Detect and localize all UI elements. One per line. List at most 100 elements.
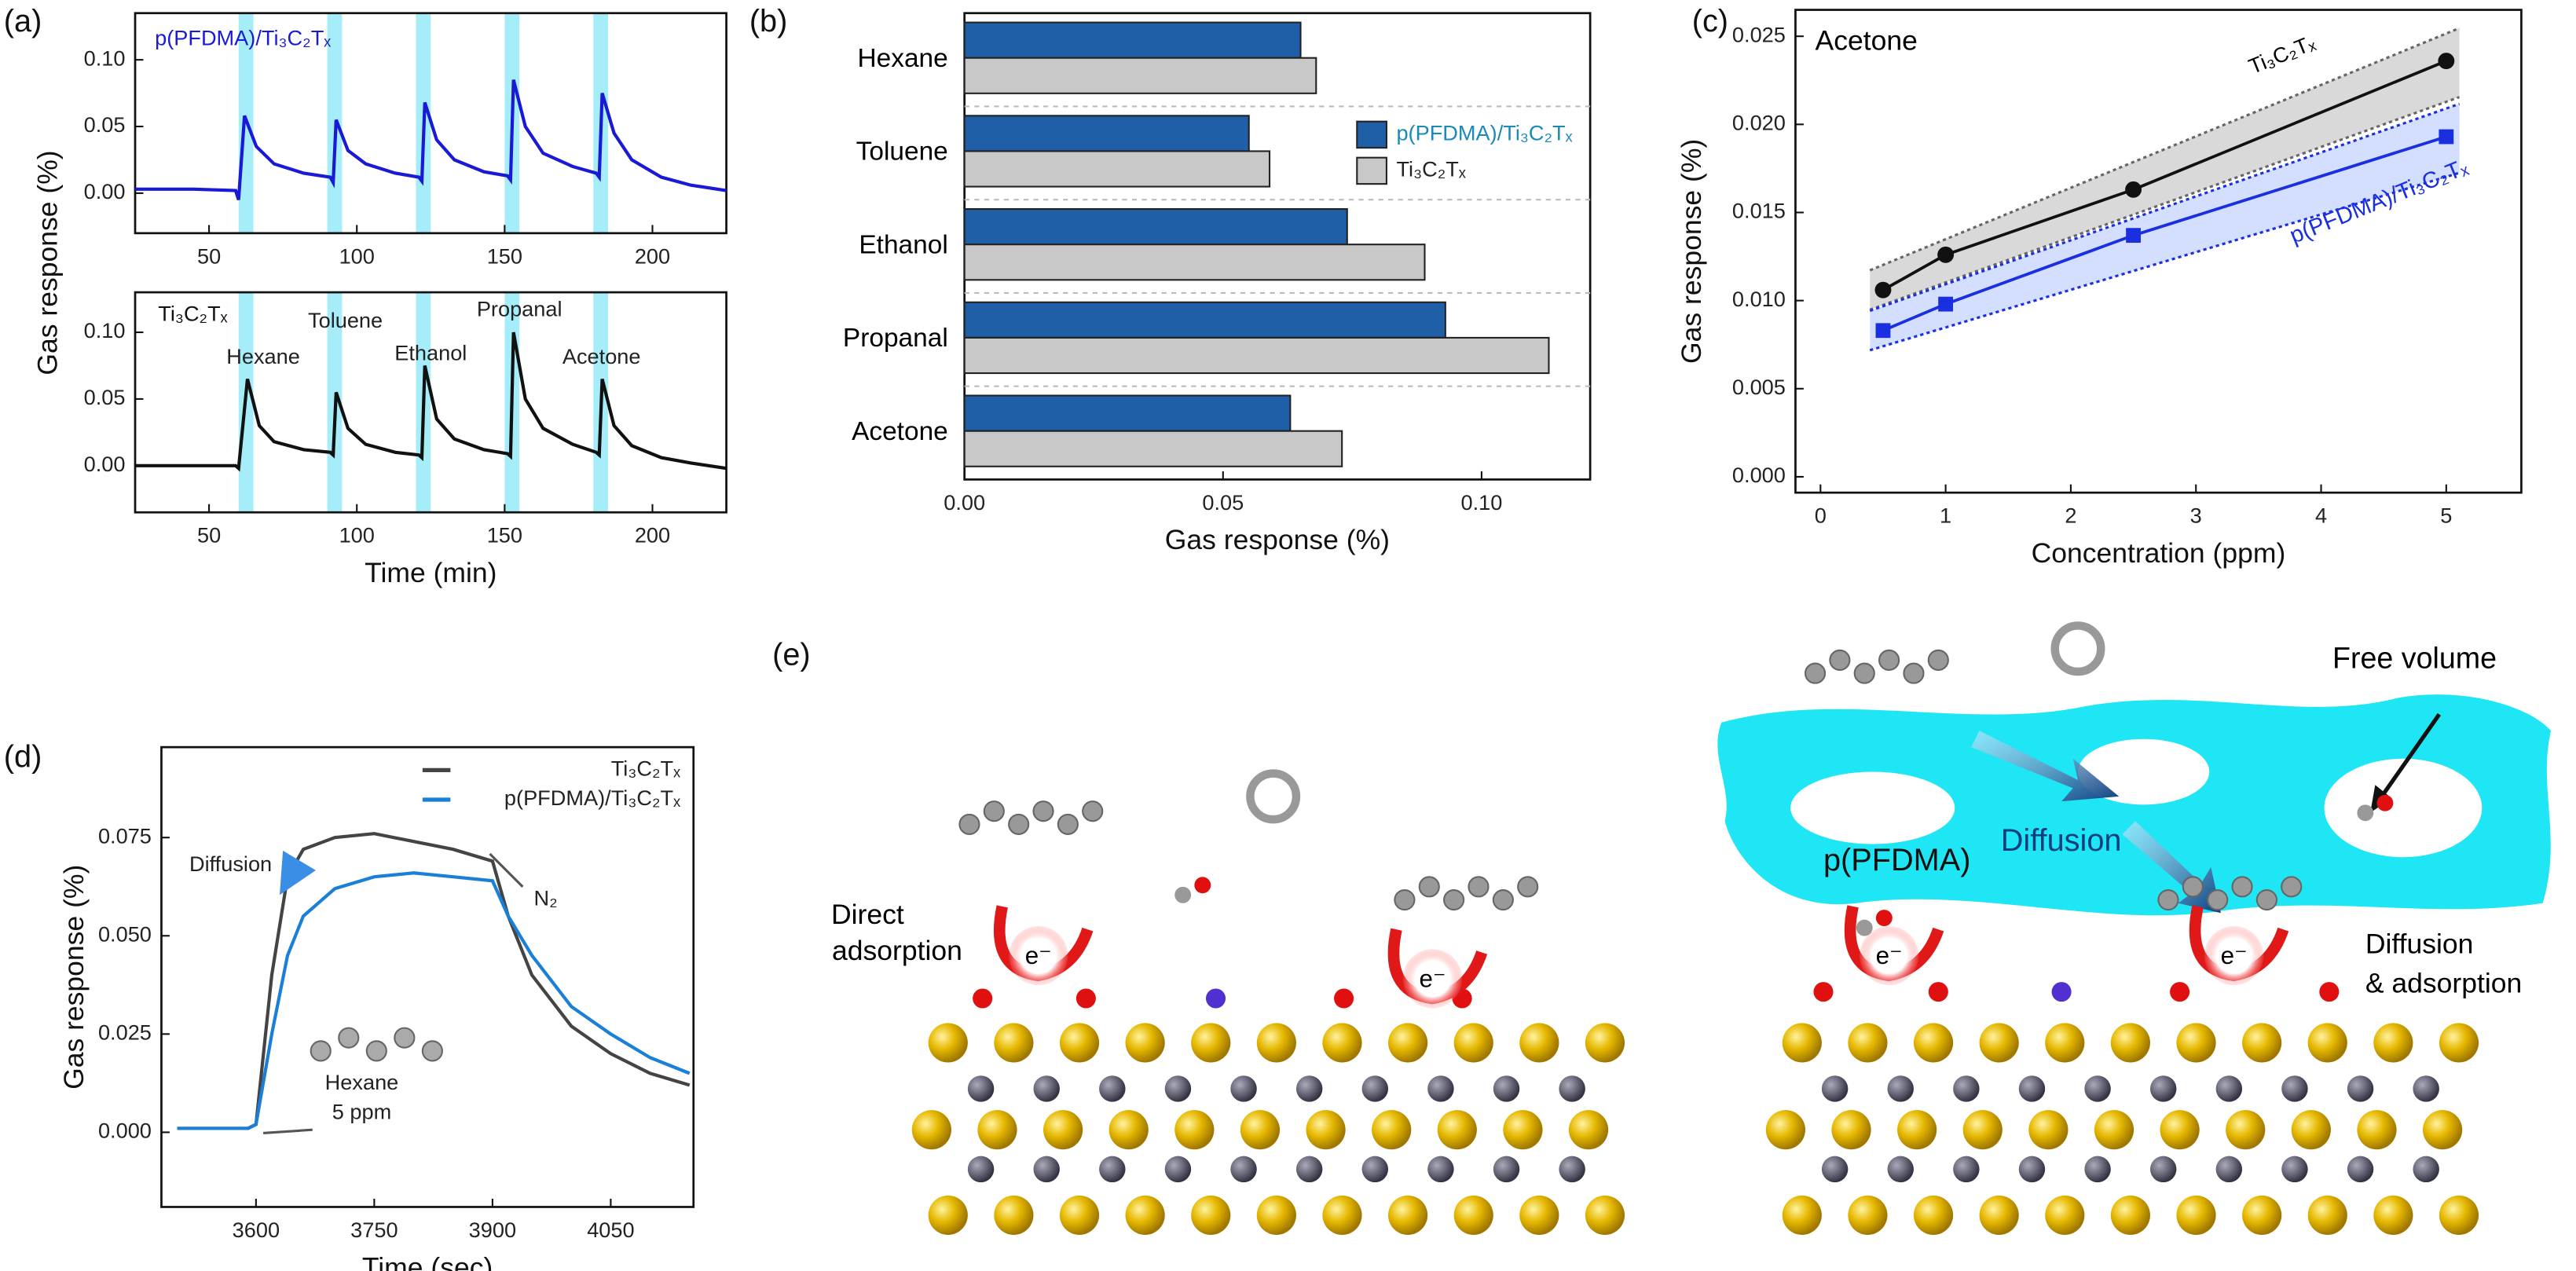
atom	[1887, 1075, 1914, 1102]
molecule-atom	[2357, 804, 2374, 822]
molecule-atom	[2255, 888, 2277, 911]
oxygen	[2319, 982, 2340, 1002]
x-tick-label: 4	[2315, 504, 2327, 528]
atom	[1191, 1023, 1231, 1063]
legend-swatch	[1356, 120, 1387, 149]
panel-label: (c)	[1692, 4, 1728, 38]
atom	[2307, 1023, 2347, 1063]
molecule-atom	[2376, 794, 2394, 811]
atom	[2307, 1195, 2347, 1236]
atom	[2051, 982, 2072, 1002]
atom	[928, 1023, 968, 1063]
atom	[1831, 1110, 1871, 1150]
atom	[2226, 1110, 2266, 1150]
x-axis-label: Gas response (%)	[1165, 524, 1390, 555]
y-tick-label: 0.000	[1732, 463, 1786, 487]
y-tick-label: 0.050	[98, 921, 152, 946]
atom	[2439, 1023, 2479, 1063]
x-tick-label: 0.00	[944, 490, 985, 515]
data-point	[2126, 228, 2141, 244]
annotation: N₂	[534, 886, 558, 910]
atom	[1979, 1195, 2019, 1236]
x-tick-label: 200	[635, 244, 670, 268]
atom	[2413, 1075, 2439, 1102]
atom	[1427, 1075, 1454, 1102]
legend-label: Ti₃C₂Tₓ	[1396, 157, 1465, 181]
bar	[963, 115, 1250, 152]
annotation: Ethanol	[394, 341, 467, 365]
atom	[2373, 1195, 2413, 1236]
atom	[2215, 1156, 2243, 1183]
x-tick-label: 50	[197, 523, 221, 548]
x-tick-label: 3	[2190, 504, 2202, 528]
molecule-atom	[1517, 876, 1539, 898]
atom	[1519, 1023, 1559, 1063]
atom	[1559, 1075, 1585, 1102]
molecule-atom	[1878, 649, 1900, 671]
plot-frame	[1794, 9, 2523, 494]
molecule-atom	[421, 1040, 443, 1062]
y-tick-label: 0.05	[84, 112, 126, 137]
molecule-atom	[2182, 876, 2204, 898]
free-volume	[2324, 758, 2483, 858]
y-tick-label: 0.10	[84, 46, 126, 70]
x-tick-label: 100	[339, 244, 375, 268]
bar	[963, 57, 1317, 94]
x-axis-label: Concentration (ppm)	[2032, 537, 2286, 569]
atom	[1765, 1110, 1805, 1150]
atom	[1585, 1023, 1625, 1063]
atom	[1322, 1195, 1362, 1236]
y-tick-label: 0.025	[98, 1020, 152, 1045]
annotation: p(PFDMA)	[1823, 843, 1971, 877]
y-tick-label: 0.010	[1732, 287, 1786, 311]
atom	[1782, 1023, 1822, 1063]
atom	[2281, 1075, 2308, 1102]
electron-glow	[1859, 926, 1919, 986]
atom	[1388, 1023, 1428, 1063]
electron-label: e⁻	[2221, 942, 2248, 969]
atom	[1953, 1156, 1980, 1183]
atom	[1033, 1156, 1060, 1183]
atom	[1240, 1110, 1281, 1150]
atom	[2160, 1110, 2200, 1150]
ring-molecule	[2050, 621, 2105, 676]
atom	[1519, 1195, 1559, 1236]
atom	[2028, 1110, 2068, 1150]
bar	[963, 430, 1343, 467]
atom	[1295, 1156, 1323, 1183]
atom	[1306, 1110, 1346, 1150]
x-tick-label: 3900	[469, 1218, 516, 1242]
molecule-atom	[1927, 649, 1949, 671]
atom	[1125, 1195, 1165, 1236]
atom	[1059, 1023, 1100, 1063]
atom	[1256, 1195, 1296, 1236]
oxygen	[1928, 982, 1948, 1002]
atom	[1322, 1023, 1362, 1063]
electron-glow	[1009, 926, 1068, 986]
atom	[1388, 1195, 1428, 1236]
data-line	[1882, 59, 2447, 291]
atom	[1174, 1110, 1215, 1150]
atom	[2422, 1110, 2463, 1150]
annotation: Hexane	[226, 344, 300, 368]
y-axis-label: Gas response (%)	[32, 150, 64, 375]
band-edge	[1869, 27, 2461, 311]
atom	[1230, 1075, 1257, 1102]
atom	[1453, 1195, 1493, 1236]
atom	[2018, 1075, 2046, 1102]
data-point	[1938, 296, 1954, 312]
molecule-atom	[1008, 813, 1030, 835]
pointer	[262, 852, 524, 1134]
x-tick-label: 150	[487, 523, 522, 548]
annotation: Diffusion	[2001, 823, 2122, 858]
molecule-atom	[2207, 888, 2229, 911]
band-edge	[1869, 102, 2461, 352]
bar	[963, 336, 1550, 375]
x-tick-label: 200	[635, 523, 670, 548]
annotation: Toluene	[308, 308, 383, 332]
y-tick-label: 0.025	[1732, 22, 1786, 46]
category-label: Hexane	[858, 44, 948, 73]
molecule-atom	[1468, 876, 1490, 898]
annotation: Hexane	[325, 1070, 399, 1094]
atom	[967, 1075, 995, 1102]
